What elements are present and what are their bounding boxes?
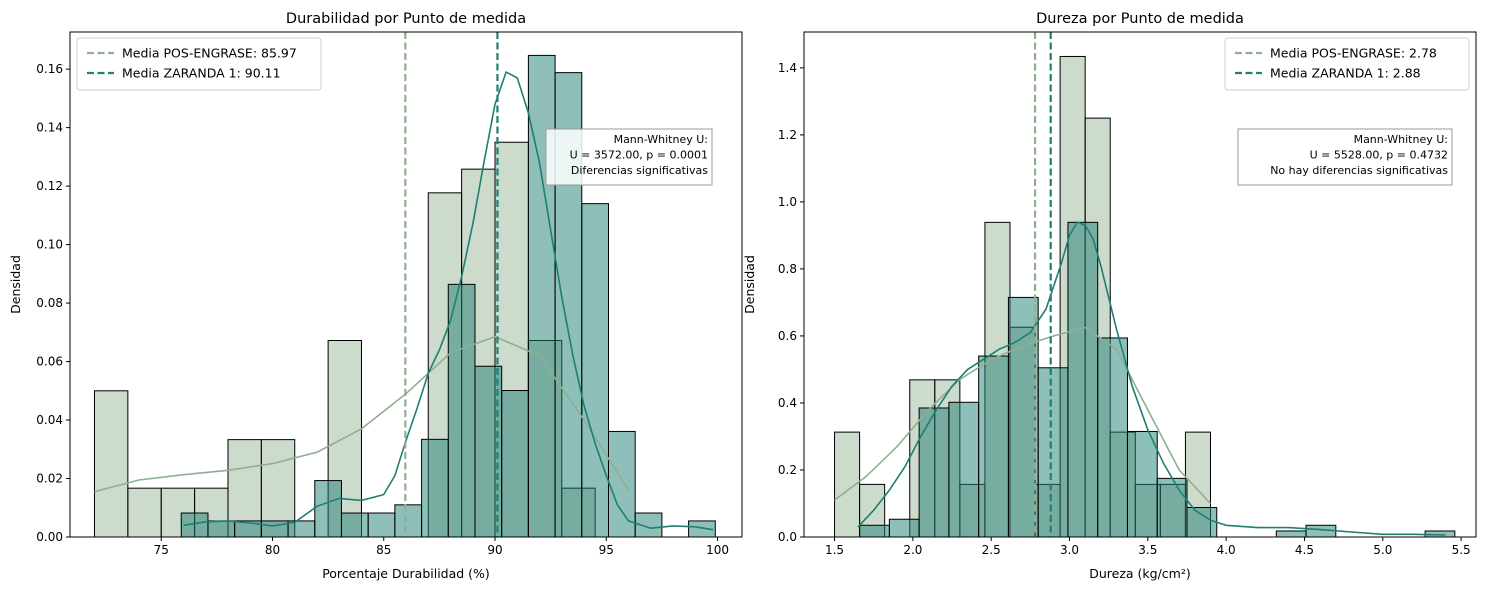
y-ticks: 0.0 0.2 0.4 0.6 0.8 1.0 1.2 1.4 <box>778 61 804 544</box>
legend-label: Media ZARANDA 1: 90.11 <box>122 66 281 81</box>
x-axis-label: Porcentaje Durabilidad (%) <box>322 566 490 581</box>
x-tick-label: 80 <box>265 543 280 557</box>
x-tick-label: 1.5 <box>825 543 844 557</box>
annotation-box <box>545 128 713 186</box>
legend-box <box>76 37 322 91</box>
annotation-line: U = 3572.00, p = 0.0001 <box>570 149 708 162</box>
x-tick-label: 3.5 <box>1138 543 1157 557</box>
y-tick-label: 0.16 <box>36 62 63 76</box>
x-tick-label: 95 <box>599 543 614 557</box>
y-tick-label: 0.2 <box>778 463 797 477</box>
histogram-bar <box>607 430 636 537</box>
histogram-bar <box>1097 337 1128 537</box>
histogram-bar <box>948 401 980 537</box>
axes-frame <box>69 31 743 538</box>
stats-annotation: Mann-Whitney U: U = 3572.00, p = 0.0001 Di… <box>545 128 713 186</box>
kde-line-2 <box>857 220 1446 536</box>
annotation-line: Diferencias significativas <box>571 164 708 177</box>
x-tick-label: 75 <box>154 543 169 557</box>
annotation-box <box>1237 128 1453 186</box>
x-tick-label: 2.5 <box>982 543 1001 557</box>
chart-panel-1: 75 80 85 90 95 100 0.00 0.02 0.04 0.06 0.08 0.10 0.1… <box>8 11 743 581</box>
histogram-bar <box>978 355 1009 537</box>
x-tick-label: 2.0 <box>903 543 922 557</box>
y-axis-label: Densidad <box>742 255 757 314</box>
annotation-line: Mann-Whitney U: <box>614 133 708 146</box>
histogram-bar <box>93 390 129 537</box>
histogram-bar <box>634 512 663 537</box>
chart-title: Dureza por Punto de medida <box>1036 11 1244 27</box>
y-tick-label: 0.0 <box>778 530 797 544</box>
histogram-bar <box>1275 530 1307 537</box>
annotation-line: U = 5528.00, p = 0.4732 <box>1310 149 1448 162</box>
legend-label: Media POS-ENGRASE: 2.78 <box>1270 46 1437 61</box>
y-ticks: 0.00 0.02 0.04 0.06 0.08 0.10 0.12 0.14 0.16 <box>36 62 70 544</box>
series-2-bars <box>859 221 1456 537</box>
y-tick-label: 0.10 <box>36 238 63 252</box>
x-ticks: 75 80 85 90 95 100 <box>154 537 729 557</box>
histogram-bar <box>888 518 920 537</box>
y-tick-label: 1.0 <box>778 195 797 209</box>
y-tick-label: 0.14 <box>36 121 63 135</box>
y-tick-label: 0.12 <box>36 179 63 193</box>
histogram-bar <box>367 512 396 537</box>
histogram-bar <box>918 407 950 537</box>
x-axis-label: Dureza (kg/cm²) <box>1089 566 1191 581</box>
histogram-bar <box>859 524 890 537</box>
x-tick-label: 5.5 <box>1452 543 1471 557</box>
histogram-bar <box>1067 221 1099 537</box>
series-2-bars <box>180 54 716 537</box>
histogram-bar <box>1126 430 1158 537</box>
y-tick-label: 0.00 <box>36 530 63 544</box>
x-tick-label: 100 <box>706 543 729 557</box>
legend: Media POS-ENGRASE: 2.78 Media ZARANDA 1: … <box>1224 37 1470 91</box>
x-tick-label: 4.0 <box>1217 543 1236 557</box>
kde-line-2 <box>183 70 714 531</box>
kde-line-1 <box>834 326 1212 505</box>
histogram-bar <box>314 480 342 537</box>
histogram-bar <box>501 390 529 537</box>
x-tick-label: 3.0 <box>1060 543 1079 557</box>
histogram-bar <box>421 438 449 537</box>
histogram-bar <box>1037 367 1069 537</box>
y-tick-label: 0.6 <box>778 329 797 343</box>
chart-title: Durabilidad por Punto de medida <box>286 11 526 27</box>
y-tick-label: 0.4 <box>778 396 797 410</box>
y-tick-label: 0.02 <box>36 472 63 486</box>
legend: Media POS-ENGRASE: 85.97 Media ZARANDA 1:… <box>76 37 322 91</box>
x-ticks: 1.5 2.0 2.5 3.0 3.5 4.0 4.5 5.0 5.5 <box>825 537 1471 557</box>
y-axis-label: Densidad <box>8 255 23 314</box>
histogram-bar <box>1007 296 1039 537</box>
x-tick-label: 90 <box>487 543 502 557</box>
chart-panel-2: 1.5 2.0 2.5 3.0 3.5 4.0 4.5 5.0 5.50.00.20.40.60… <box>742 11 1477 581</box>
histogram-bar <box>207 520 236 537</box>
histogram-bar <box>340 512 369 537</box>
x-tick-label: 4.5 <box>1295 543 1314 557</box>
histogram-bar <box>1186 507 1218 537</box>
annotation-line: No hay diferencias significativas <box>1270 164 1448 177</box>
plot-area <box>834 32 1456 537</box>
legend-label: Media POS-ENGRASE: 85.97 <box>122 46 297 61</box>
legend-box <box>1224 37 1470 91</box>
x-tick-label: 85 <box>376 543 391 557</box>
axes-frame <box>803 31 1477 538</box>
histogram-bar <box>394 504 423 537</box>
histogram-bar <box>1156 477 1188 537</box>
y-tick-label: 0.06 <box>36 355 63 369</box>
legend-label: Media ZARANDA 1: 2.88 <box>1270 66 1421 81</box>
y-tick-label: 0.08 <box>36 296 63 310</box>
x-tick-label: 5.0 <box>1373 543 1392 557</box>
y-tick-label: 1.4 <box>778 61 797 75</box>
annotation-line: Mann-Whitney U: <box>1354 133 1448 146</box>
y-tick-label: 1.2 <box>778 128 797 142</box>
y-tick-label: 0.8 <box>778 262 797 276</box>
histogram-bar <box>447 283 476 537</box>
histogram-bar <box>127 487 162 537</box>
kde-line-1 <box>94 335 630 493</box>
y-tick-label: 0.04 <box>36 413 63 427</box>
stats-annotation: Mann-Whitney U: U = 5528.00, p = 0.4732 No… <box>1237 128 1453 186</box>
plot-area <box>93 32 716 537</box>
histogram-bar <box>581 203 609 537</box>
